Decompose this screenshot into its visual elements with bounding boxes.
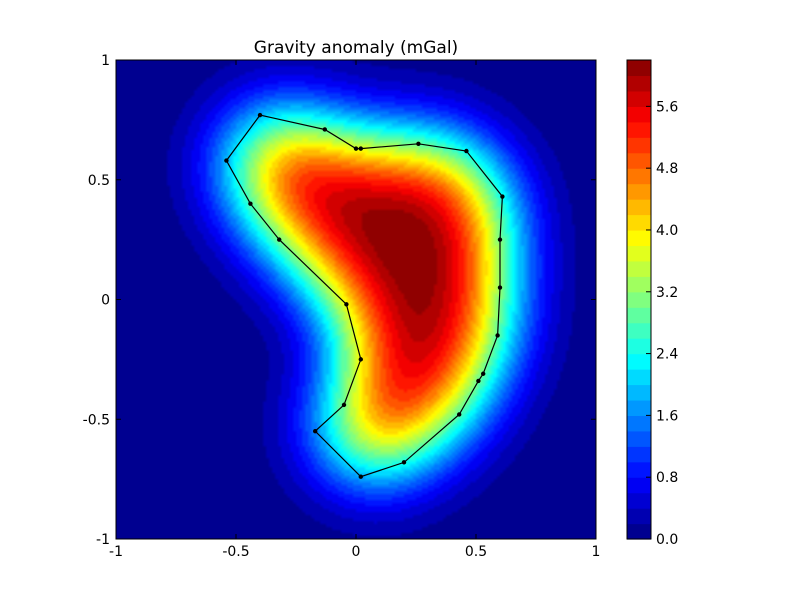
y-tick-label: -0.5 (83, 412, 110, 428)
polygon-vertex (457, 412, 462, 417)
colorbar-tick-label: 4.8 (656, 161, 678, 177)
colorbar-band (627, 137, 651, 154)
colorbar-band (627, 276, 651, 293)
polygon-vertex (277, 237, 282, 242)
x-tick-label: 1 (592, 544, 601, 560)
x-tick-label: -0.5 (222, 544, 249, 560)
colorbar-band (627, 75, 651, 92)
colorbar-tick-label: 2.4 (656, 347, 678, 363)
colorbar-bands (627, 60, 651, 540)
y-tick-label: 0 (101, 293, 110, 309)
colorbar-band (627, 229, 651, 247)
polygon-vertex (358, 474, 363, 479)
polygon-vertex (224, 158, 229, 163)
polygon-vertex (497, 237, 503, 242)
colorbar-band (627, 106, 651, 123)
x-axis: -1 -0.5 0 0.5 1 (109, 60, 600, 560)
colorbar-band (627, 183, 651, 200)
colorbar-band (627, 307, 651, 324)
y-axis: -1 -0.5 0 0.5 1 (83, 53, 596, 548)
x-tick-label: -1 (109, 544, 123, 560)
polygon-vertex (313, 429, 318, 434)
colorbar-band (627, 461, 651, 478)
colorbar-tick-label: 5.6 (656, 99, 678, 115)
colorbar-band (627, 415, 651, 432)
colorbar-band (627, 353, 651, 370)
polygon-vertex (481, 371, 486, 376)
colorbar-tick-label: 4.0 (656, 223, 678, 239)
colorbar-band (627, 214, 651, 231)
colorbar-band (627, 369, 651, 386)
colorbar-band (627, 430, 651, 447)
colorbar-band (627, 322, 651, 339)
colorbar-tick-label: 0.0 (656, 532, 678, 548)
colorbar-band (627, 477, 651, 494)
polygon-vertex (353, 146, 359, 151)
polygon-vertex (322, 127, 327, 132)
colorbar-band (627, 121, 651, 138)
colorbar-band (627, 90, 651, 107)
polygon-vertex (248, 201, 253, 206)
polygon-vertex (495, 333, 500, 338)
colorbar-band (627, 446, 651, 463)
colorbar-band (627, 399, 651, 416)
colorbar-band (627, 384, 651, 401)
polygon-vertex (257, 112, 263, 118)
colorbar-band (627, 168, 651, 185)
colorbar-band (627, 508, 651, 525)
colorbar-ticks: 0.0 0.8 1.6 2.4 3.2 4.0 4.8 5.6 (646, 99, 678, 548)
colorbar-tick-label: 3.2 (656, 285, 678, 301)
polygon-vertex (401, 460, 407, 465)
y-tick-label: 0.5 (88, 173, 110, 189)
colorbar-band (627, 492, 651, 509)
polygon-vertex (476, 378, 481, 384)
colorbar-band (627, 338, 651, 355)
colorbar-band (627, 291, 651, 308)
polygon-vertex (341, 402, 347, 408)
x-tick-label: 0 (352, 544, 361, 560)
colorbar-band (627, 523, 651, 540)
polygon-vertex (464, 148, 469, 154)
colorbar-band (627, 60, 651, 77)
polygon-vertex (358, 357, 363, 362)
colorbar-tick-label: 1.6 (656, 408, 678, 424)
polygon-vertex (497, 285, 503, 290)
colorbar-band (627, 199, 651, 216)
colorbar: 0.0 0.8 1.6 2.4 3.2 4.0 4.8 5.6 (626, 59, 678, 548)
polygon-vertex (416, 141, 421, 147)
polygon-vertex (500, 194, 505, 199)
y-tick-label: 1 (101, 53, 110, 69)
polygon-vertex (358, 146, 363, 151)
plot-area (115, 59, 597, 540)
colorbar-band (627, 245, 651, 262)
y-tick-label: -1 (96, 532, 110, 548)
colorbar-frame (626, 59, 652, 540)
polygon-layer (224, 112, 505, 479)
x-tick-label: 0.5 (465, 544, 487, 560)
chart-title: Gravity anomaly (mGal) (254, 38, 458, 58)
contour-fill (116, 60, 596, 539)
colorbar-band (627, 260, 651, 277)
polygon-vertex (344, 302, 349, 307)
colorbar-band (627, 152, 651, 169)
colorbar-tick-label: 0.8 (656, 470, 678, 486)
